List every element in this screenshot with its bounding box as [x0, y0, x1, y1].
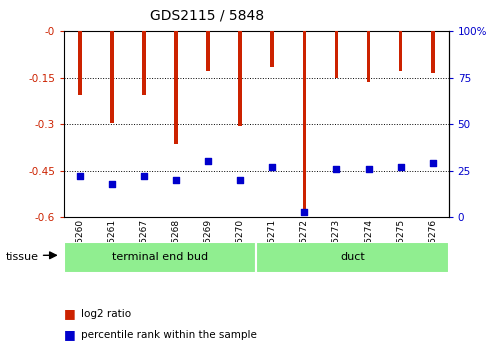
Text: ■: ■ [64, 328, 76, 341]
Point [300, 209, 309, 215]
Point [236, 177, 244, 183]
Text: terminal end bud: terminal end bud [112, 252, 208, 262]
Bar [175, 31, 178, 145]
Point [140, 174, 148, 179]
Point [428, 160, 437, 166]
Point [173, 177, 180, 183]
Bar [271, 31, 274, 67]
Bar [303, 31, 306, 216]
Bar [367, 31, 370, 82]
Text: GDS2115 / 5848: GDS2115 / 5848 [150, 9, 264, 23]
Bar [207, 31, 210, 71]
Text: tissue: tissue [6, 252, 39, 262]
Point [76, 174, 84, 179]
Bar [110, 31, 114, 123]
Text: log2 ratio: log2 ratio [81, 309, 132, 319]
Bar [64, 241, 256, 273]
Text: percentile rank within the sample: percentile rank within the sample [81, 330, 257, 339]
Bar [256, 241, 449, 273]
Point [332, 166, 340, 172]
Bar [399, 31, 402, 71]
Bar [335, 31, 338, 78]
Point [204, 159, 212, 164]
Bar [239, 31, 242, 126]
Text: ■: ■ [64, 307, 76, 321]
Point [108, 181, 116, 187]
Text: duct: duct [340, 252, 365, 262]
Bar [78, 31, 82, 95]
Bar [142, 31, 146, 95]
Point [268, 164, 276, 170]
Point [396, 164, 404, 170]
Bar [431, 31, 434, 73]
Point [364, 166, 373, 172]
